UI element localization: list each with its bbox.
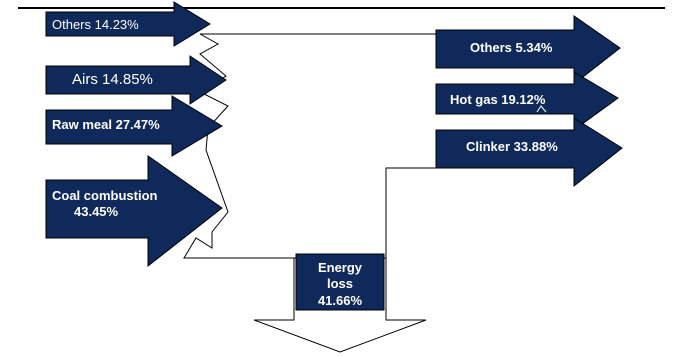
input-label-coal: Coal combustion 43.45%	[52, 188, 157, 221]
input-label-coal-line2: 43.45%	[74, 204, 119, 220]
energy-loss-line2: loss	[326, 276, 353, 292]
input-arrow-raw-meal	[45, 95, 223, 157]
output-arrow-clinker	[435, 117, 623, 188]
input-arrow-others	[45, 1, 211, 47]
output-arrow-others	[435, 15, 621, 86]
energy-loss-label: Energy loss 41.66%	[296, 260, 384, 309]
input-label-airs: Airs 14.85%	[72, 71, 153, 88]
energy-loss-line1: Energy	[317, 260, 363, 275]
input-label-others: Others 14.23%	[52, 17, 139, 32]
output-label-others: Others 5.34%	[470, 40, 553, 55]
output-label-hot-gas: Hot gas 19.12%	[450, 92, 546, 107]
input-arrow-airs	[45, 55, 227, 105]
energy-loss-line3: 41.66%	[317, 292, 363, 308]
flow-outline-left	[183, 33, 295, 318]
input-arrow-coal	[45, 155, 223, 268]
input-label-raw-meal: Raw meal 27.47%	[52, 117, 160, 132]
input-label-coal-line1: Coal combustion	[52, 188, 158, 203]
hot-gas-tick-mark	[536, 105, 547, 113]
energy-loss-box	[295, 253, 385, 311]
output-label-clinker: Clinker 33.88%	[466, 139, 558, 154]
flow-outline-right	[385, 167, 438, 318]
output-arrow-hot-gas	[435, 71, 619, 131]
